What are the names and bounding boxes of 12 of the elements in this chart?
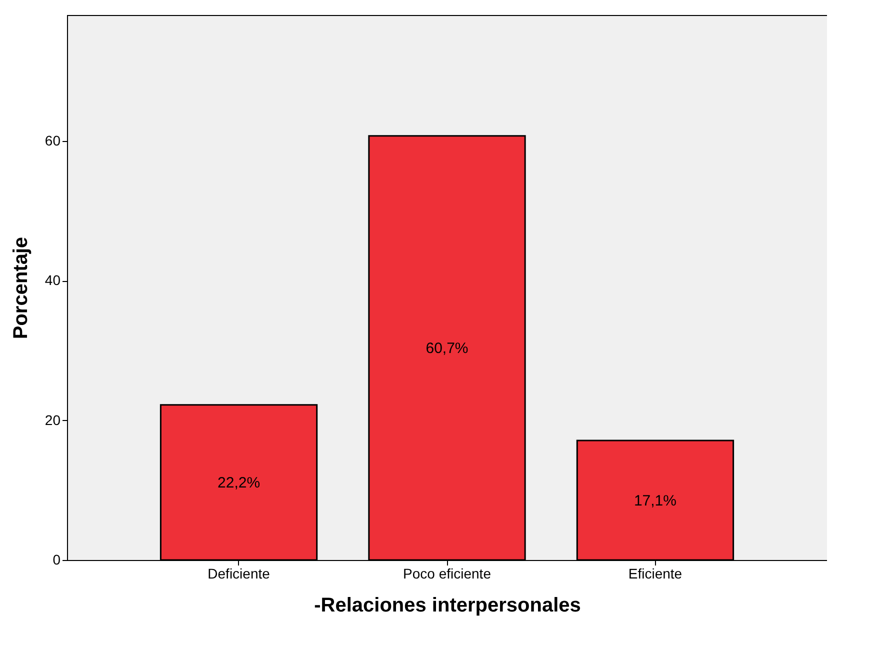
data-label: 17,1% [634,492,676,510]
y-axis-title: Porcentaje [10,236,32,340]
x-tick-label: Poco eficiente [403,566,492,582]
x-tick-label: Eficiente [628,566,682,582]
y-tick-label: 60 [44,132,61,148]
data-label: 22,2% [218,474,260,492]
y-tick-label: 0 [52,552,61,568]
y-tick-label: 20 [44,412,61,428]
data-label: 60,7% [426,340,468,357]
y-tick-label: 40 [44,272,61,288]
x-tick-label: Deficiente [208,566,270,582]
x-axis-title: -Relaciones interpersonales [314,594,581,616]
